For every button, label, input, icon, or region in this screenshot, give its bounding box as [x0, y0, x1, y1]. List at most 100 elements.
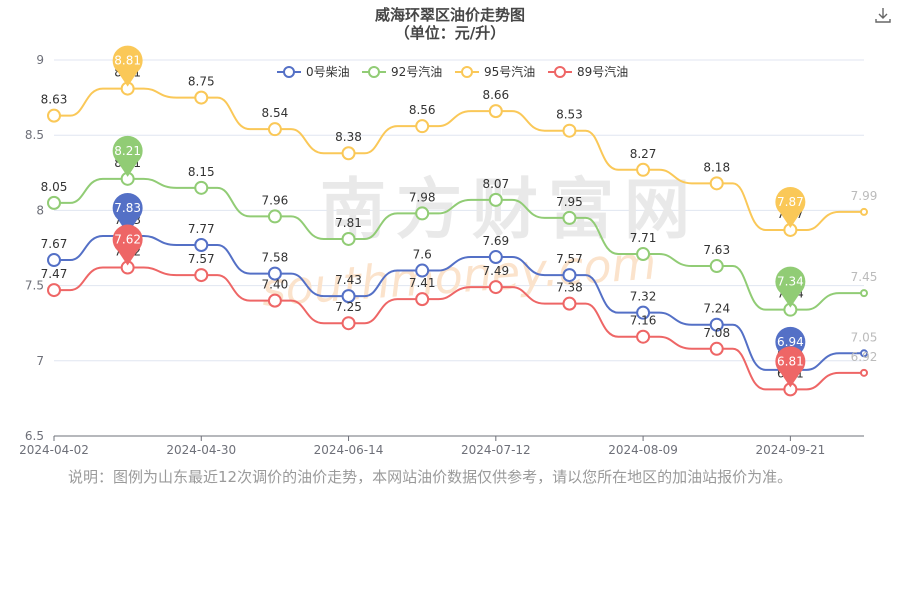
data-point	[267, 266, 282, 281]
legend-item[interactable]: 92号汽油	[362, 64, 442, 79]
pin-label: 7.83	[114, 201, 141, 215]
data-label: 8.07	[482, 177, 509, 191]
pin-tail	[117, 71, 138, 87]
pin-tail	[117, 161, 138, 177]
data-label: 8.54	[262, 106, 289, 120]
chart-title-line2: （单位：元/升）	[395, 24, 505, 42]
data-label: 7.69	[482, 234, 509, 248]
pin-head	[112, 45, 143, 76]
series-line-1	[54, 177, 864, 311]
x-tick-label: 2024-08-09	[608, 443, 678, 457]
pin-label: 8.21	[114, 144, 141, 158]
data-label: 7.32	[630, 290, 657, 304]
data-point	[860, 368, 868, 377]
legend-marker	[461, 66, 473, 78]
pin-tail	[780, 372, 801, 388]
data-label: 7.40	[262, 278, 289, 292]
data-label: 8.56	[409, 103, 436, 117]
data-label: 7.81	[335, 216, 362, 230]
legend-item[interactable]: 0号柴油	[277, 65, 350, 79]
x-tick-label: 2024-06-14	[314, 443, 384, 457]
download-icon[interactable]	[874, 6, 892, 24]
series-layer	[47, 81, 868, 397]
data-point	[47, 253, 61, 268]
pins-layer: 7.83 6.94 8.21 7.34 8.81 7.87 7.62 6.81	[112, 45, 806, 388]
data-label: 7.57	[188, 252, 215, 266]
data-point	[562, 210, 577, 225]
pin-label: 7.62	[114, 233, 141, 247]
data-label: 7.99	[851, 189, 878, 203]
data-point	[562, 268, 577, 283]
data-point	[267, 293, 282, 308]
data-label: 7.63	[703, 243, 730, 257]
data-label: 7.24	[703, 302, 730, 316]
x-tick-label: 2024-07-12	[461, 443, 531, 457]
data-point	[415, 119, 430, 134]
x-tick-label: 2024-09-21	[755, 443, 825, 457]
pin-marker: 7.62	[112, 224, 143, 266]
pin-marker: 6.81	[775, 346, 806, 388]
data-point	[488, 250, 503, 265]
pin-tail	[780, 292, 801, 308]
x-tick-label: 2024-04-30	[166, 443, 236, 457]
pin-label: 8.81	[114, 54, 141, 68]
data-point	[636, 329, 651, 344]
data-point	[341, 231, 356, 246]
data-point	[488, 104, 503, 119]
series-line-3	[54, 266, 864, 391]
legend-label: 92号汽油	[391, 64, 442, 79]
pin-marker: 8.81	[112, 45, 143, 87]
data-point	[47, 195, 61, 210]
watermark-cn: 南方财富网	[320, 171, 700, 248]
data-point	[415, 292, 430, 307]
legend-label: 95号汽油	[484, 64, 535, 79]
legend-item[interactable]: 89号汽油	[548, 64, 628, 79]
series-line-0	[54, 234, 864, 371]
pin-tail	[780, 212, 801, 228]
data-label: 8.38	[335, 130, 362, 144]
data-point	[341, 316, 356, 331]
data-point	[267, 122, 282, 137]
data-label: 7.98	[409, 190, 436, 204]
data-label: 6.92	[851, 350, 878, 364]
x-tick-label: 2024-04-02	[19, 443, 89, 457]
data-label: 7.58	[262, 251, 289, 265]
data-point	[488, 280, 503, 295]
legend-marker	[283, 66, 295, 78]
data-label: 7.71	[630, 231, 657, 245]
data-label: 7.45	[851, 270, 878, 284]
data-point	[709, 176, 724, 191]
data-point	[415, 206, 430, 221]
data-point	[194, 237, 209, 252]
data-point	[709, 341, 724, 356]
data-point	[709, 259, 724, 274]
y-tick-label: 6.5	[25, 429, 44, 443]
legend-item[interactable]: 95号汽油	[455, 64, 535, 79]
y-tick-label: 9	[36, 53, 44, 67]
data-label: 7.96	[262, 193, 289, 207]
y-tick-label: 7	[36, 354, 44, 368]
pin-head	[112, 192, 143, 223]
data-label: 8.53	[556, 108, 583, 122]
data-label: 7.77	[188, 222, 215, 236]
data-label: 8.18	[703, 160, 730, 174]
pin-marker: 7.34	[775, 266, 806, 308]
pin-marker: 7.83	[112, 192, 143, 234]
grid	[54, 59, 864, 362]
data-point	[194, 180, 209, 195]
pin-label: 6.81	[777, 354, 804, 368]
data-point	[636, 247, 651, 262]
pin-head	[112, 224, 143, 255]
pin-marker: 8.21	[112, 135, 143, 177]
data-point	[488, 192, 503, 207]
data-point	[415, 263, 430, 278]
y-tick-label: 8	[36, 203, 44, 217]
data-label: 7.08	[703, 326, 730, 340]
pin-head	[775, 186, 806, 217]
data-label: 7.41	[409, 276, 436, 290]
data-point	[860, 289, 868, 298]
legend[interactable]: 0号柴油 92号汽油 95号汽油 89号汽油	[277, 64, 628, 79]
y-tick-label: 7.5	[25, 279, 44, 293]
data-label: 7.49	[482, 264, 509, 278]
